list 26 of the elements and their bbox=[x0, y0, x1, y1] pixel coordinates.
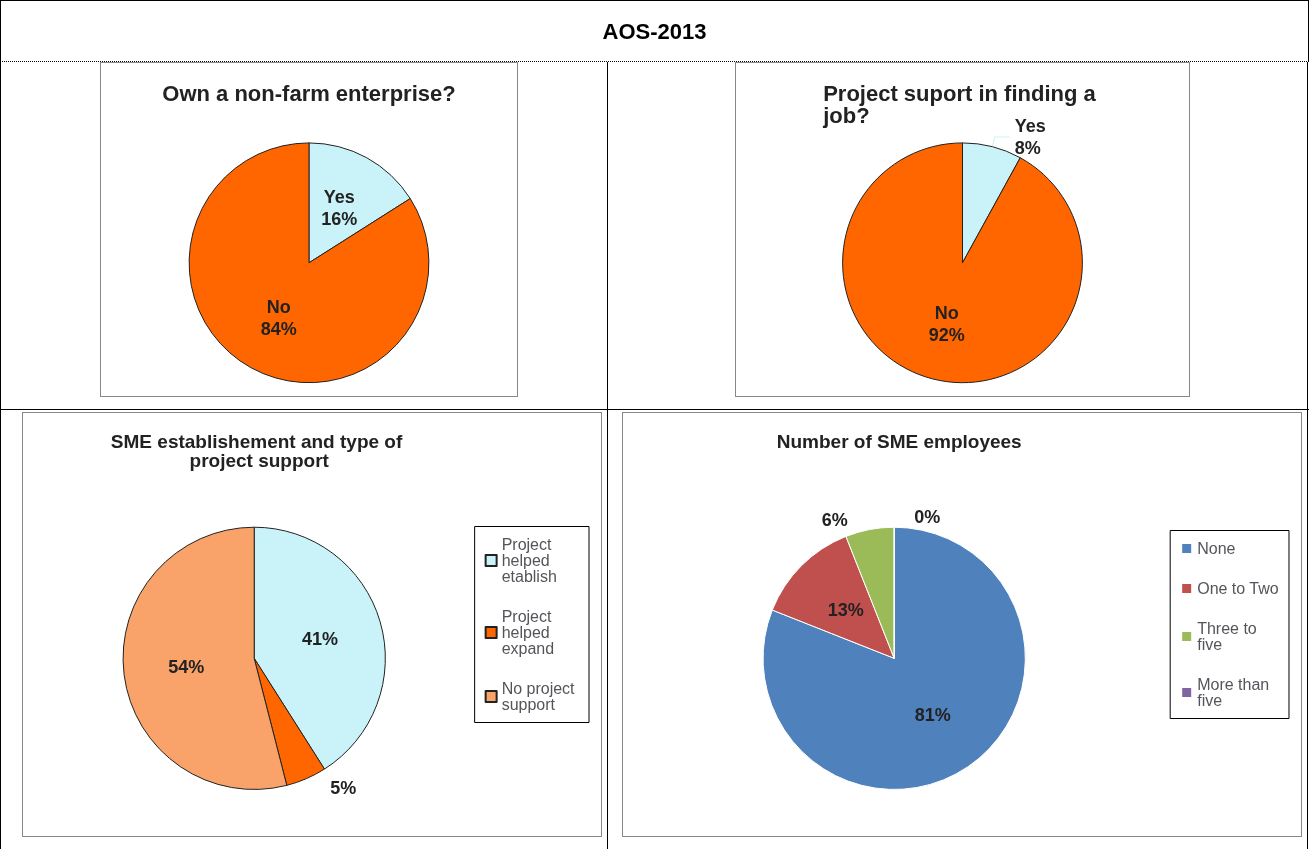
slice-label: No bbox=[934, 302, 959, 323]
chart-title: SME establishement and type of project support bbox=[110, 431, 408, 471]
data-label: 13% bbox=[827, 599, 864, 620]
text: 0% bbox=[914, 507, 941, 528]
data-label: 54% bbox=[168, 656, 205, 677]
legend-label: None bbox=[1197, 540, 1236, 557]
data-label: 84% bbox=[260, 318, 297, 339]
data-label: 8% bbox=[1014, 138, 1041, 158]
legend-label: One to Two bbox=[1197, 580, 1279, 597]
data-label: 41% bbox=[302, 629, 339, 650]
chart-title: Number of SME employees bbox=[776, 431, 1022, 452]
slice-label: Yes bbox=[323, 186, 355, 207]
legend-label: Project helped etablish bbox=[501, 536, 557, 585]
legend-label: Three to five bbox=[1197, 620, 1262, 653]
data-label: 92% bbox=[928, 324, 965, 345]
legend-label: More than five bbox=[1197, 676, 1274, 709]
data-label: 6% bbox=[821, 509, 848, 530]
data-label: 81% bbox=[914, 705, 951, 726]
slice-label: Yes bbox=[1014, 116, 1046, 136]
text: AOS-2013 bbox=[0, 0, 1309, 62]
legend-label: No project support bbox=[501, 680, 580, 713]
chart-title: Own a non-farm enterprise? bbox=[162, 80, 456, 106]
data-label: 16% bbox=[321, 208, 358, 229]
legend-label: Project helped expand bbox=[501, 608, 556, 657]
data-label: 5% bbox=[330, 777, 357, 798]
slice-label: No bbox=[266, 296, 291, 317]
